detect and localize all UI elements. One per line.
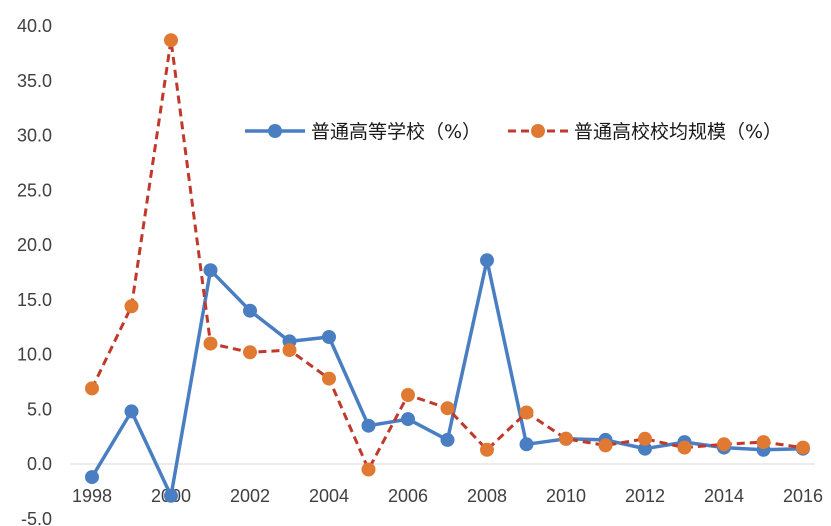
series-1-point bbox=[322, 330, 336, 344]
x-tick-label: 2004 bbox=[309, 486, 349, 506]
series-2-point bbox=[757, 435, 771, 449]
y-tick-label: 15.0 bbox=[17, 290, 52, 310]
legend-marker-series-1 bbox=[268, 124, 282, 138]
series-layer bbox=[85, 33, 810, 503]
series-2-point bbox=[480, 443, 494, 457]
y-tick-label: 35.0 bbox=[17, 71, 52, 91]
series-2-point bbox=[85, 381, 99, 395]
series-2-point bbox=[599, 438, 613, 452]
y-tick-label: 5.0 bbox=[27, 399, 52, 419]
series-1 bbox=[85, 253, 810, 503]
series-1-point bbox=[401, 412, 415, 426]
series-2-point bbox=[678, 441, 692, 455]
series-2-point bbox=[717, 437, 731, 451]
series-1-point bbox=[243, 304, 257, 318]
y-tick-label: 20.0 bbox=[17, 235, 52, 255]
series-2-point bbox=[520, 406, 534, 420]
series-1-line bbox=[92, 260, 803, 496]
series-2-point bbox=[362, 463, 376, 477]
legend-marker-series-2 bbox=[531, 124, 545, 138]
series-2-point bbox=[796, 441, 810, 455]
x-tick-label: 2012 bbox=[625, 486, 665, 506]
series-2-point bbox=[204, 337, 218, 351]
y-tick-label: 40.0 bbox=[17, 16, 52, 36]
series-1-point bbox=[520, 437, 534, 451]
series-1-point bbox=[362, 419, 376, 433]
series-2-point bbox=[322, 372, 336, 386]
series-1-point bbox=[441, 433, 455, 447]
y-axis: -5.0 0.0 5.0 10.0 15.0 20.0 25.0 30.0 35.0 40.0 bbox=[17, 16, 52, 526]
y-tick-label: -5.0 bbox=[21, 509, 52, 526]
legend: 普通高等学校（%） 普通高校校均规模（%） bbox=[245, 121, 782, 143]
series-2-point bbox=[401, 388, 415, 402]
series-1-point bbox=[164, 489, 178, 503]
y-tick-label: 10.0 bbox=[17, 345, 52, 365]
series-2-point bbox=[125, 299, 139, 313]
x-tick-label: 2008 bbox=[467, 486, 507, 506]
series-1-point bbox=[85, 470, 99, 484]
series-2-point bbox=[243, 345, 257, 359]
x-tick-label: 2014 bbox=[704, 486, 744, 506]
y-tick-label: 30.0 bbox=[17, 126, 52, 146]
x-axis: 1998200020022004200620082010201220142016 bbox=[72, 486, 823, 506]
series-2-point bbox=[559, 432, 573, 446]
y-tick-label: 25.0 bbox=[17, 180, 52, 200]
x-tick-label: 2010 bbox=[546, 486, 586, 506]
legend-label-series-2: 普通高校校均规模（%） bbox=[574, 121, 782, 143]
series-2-point bbox=[638, 432, 652, 446]
series-2-point bbox=[164, 33, 178, 47]
series-2 bbox=[85, 33, 810, 476]
series-1-point bbox=[125, 404, 139, 418]
legend-label-series-1: 普通高等学校（%） bbox=[311, 121, 481, 143]
series-1-point bbox=[480, 253, 494, 267]
series-2-point bbox=[441, 401, 455, 415]
x-tick-label: 1998 bbox=[72, 486, 112, 506]
series-1-point bbox=[204, 263, 218, 277]
x-tick-label: 2006 bbox=[388, 486, 428, 506]
series-2-point bbox=[283, 343, 297, 357]
x-tick-label: 2002 bbox=[230, 486, 270, 506]
x-tick-label: 2016 bbox=[783, 486, 823, 506]
y-tick-label: 0.0 bbox=[27, 454, 52, 474]
